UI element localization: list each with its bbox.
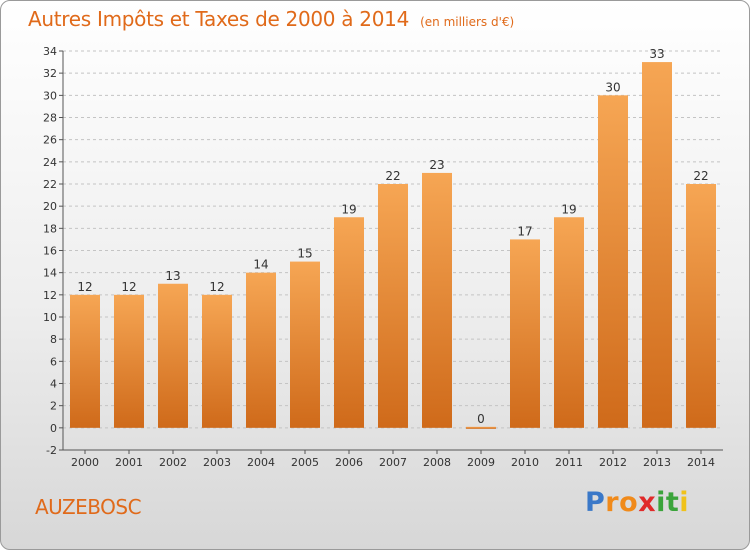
bar	[70, 294, 100, 428]
y-tick-label: 0	[50, 422, 57, 435]
y-tick-label: 12	[43, 289, 57, 302]
x-tick-label: 2000	[71, 456, 99, 469]
x-tick-label: 2011	[555, 456, 583, 469]
x-tick-label: 2005	[291, 456, 319, 469]
bar	[114, 294, 144, 428]
bar	[598, 95, 628, 428]
y-tick-label: 32	[43, 67, 57, 80]
y-tick-label: 34	[43, 45, 57, 58]
bar	[554, 217, 584, 428]
y-tick-label: -2	[46, 444, 57, 457]
y-tick-label: 22	[43, 178, 57, 191]
bar	[290, 261, 320, 428]
x-tick-label: 2007	[379, 456, 407, 469]
x-tick-label: 2014	[687, 456, 715, 469]
y-tick-label: 2	[50, 400, 57, 413]
bar	[202, 294, 232, 428]
data-label: 30	[605, 80, 620, 94]
x-tick-label: 2003	[203, 456, 231, 469]
data-label: 22	[693, 169, 708, 183]
bar	[466, 426, 496, 429]
data-label: 12	[121, 280, 136, 294]
y-tick-label: 8	[50, 333, 57, 346]
x-tick-label: 2008	[423, 456, 451, 469]
y-tick-label: 20	[43, 200, 57, 213]
data-label: 19	[341, 202, 356, 216]
bar	[510, 239, 540, 428]
x-tick-label: 2004	[247, 456, 275, 469]
commune-name: AUZEBOSC	[35, 495, 142, 519]
chart-title: Autres Impôts et Taxes de 2000 à 2014	[28, 7, 409, 31]
logo-letter: P	[585, 487, 606, 518]
proxiti-logo: Proxiti	[585, 487, 689, 518]
y-tick-label: 30	[43, 89, 57, 102]
y-tick-label: 16	[43, 245, 57, 258]
y-tick-label: 24	[43, 156, 57, 169]
data-label: 12	[77, 280, 92, 294]
logo-letter: t	[665, 487, 680, 518]
y-tick-label: 14	[43, 267, 57, 280]
y-tick-label: 10	[43, 311, 57, 324]
bar	[422, 172, 452, 428]
data-label: 14	[253, 258, 268, 272]
logo-letter: o	[619, 487, 639, 518]
bar	[686, 184, 716, 428]
data-label: 12	[209, 280, 224, 294]
data-label: 33	[649, 47, 664, 61]
bar	[378, 184, 408, 428]
y-tick-label: 18	[43, 222, 57, 235]
x-tick-label: 2013	[643, 456, 671, 469]
logo-letter: x	[638, 487, 657, 518]
bar	[642, 62, 672, 428]
bar	[334, 217, 364, 428]
bar	[158, 283, 188, 428]
y-tick-label: 4	[50, 378, 57, 391]
x-tick-label: 2006	[335, 456, 363, 469]
bar	[246, 272, 276, 428]
chart-title-group: Autres Impôts et Taxes de 2000 à 2014 (e…	[28, 7, 514, 31]
data-label: 15	[297, 247, 312, 261]
x-tick-label: 2010	[511, 456, 539, 469]
logo-letter: i	[679, 487, 690, 518]
y-tick-label: 6	[50, 355, 57, 368]
logo-letter: r	[605, 487, 620, 518]
x-tick-label: 2002	[159, 456, 187, 469]
data-label: 22	[385, 169, 400, 183]
x-tick-label: 2001	[115, 456, 143, 469]
data-label: 23	[429, 158, 444, 172]
y-tick-label: 28	[43, 112, 57, 125]
x-tick-label: 2009	[467, 456, 495, 469]
data-label: 17	[517, 224, 532, 238]
data-label: 13	[165, 269, 180, 283]
y-tick-label: 26	[43, 134, 57, 147]
chart-subtitle: (en milliers d'€)	[420, 15, 515, 29]
data-label: 0	[477, 412, 485, 426]
x-tick-label: 2012	[599, 456, 627, 469]
logo-letter: i	[656, 487, 666, 518]
data-label: 19	[561, 202, 576, 216]
